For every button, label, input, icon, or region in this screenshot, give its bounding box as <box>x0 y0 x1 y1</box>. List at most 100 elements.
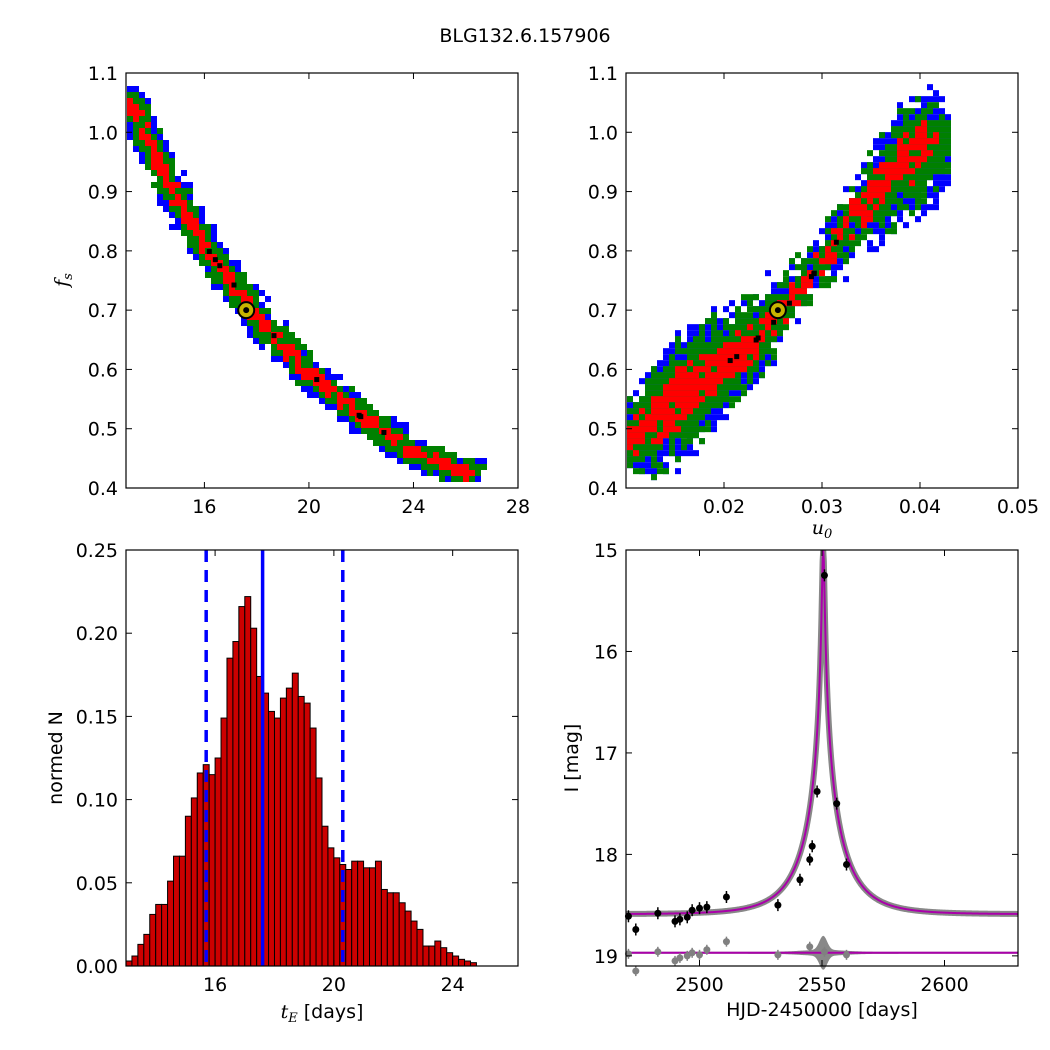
tl-2sigma-cell <box>175 188 181 194</box>
tr-2sigma-cell <box>735 306 741 313</box>
tr-2sigma-cell <box>765 330 771 337</box>
tr-3sigma-cell <box>759 366 765 373</box>
tr-2sigma-cell <box>933 162 939 169</box>
tr-2sigma-cell <box>645 402 651 409</box>
tr-3sigma-cell <box>753 378 759 385</box>
tr-2sigma-cell <box>837 252 843 259</box>
tl-1sigma-cell <box>259 314 265 320</box>
model-curve <box>625 549 1019 915</box>
tr-2sigma-cell <box>735 378 741 385</box>
tr-2sigma-cell <box>837 204 843 211</box>
tr-2sigma-cell <box>819 252 825 259</box>
br-xtick-label: 2500 <box>675 974 723 996</box>
tr-2sigma-cell <box>837 222 843 229</box>
tr-2sigma-cell <box>891 180 897 187</box>
tr-2sigma-cell <box>699 324 705 331</box>
tl-1sigma-cell <box>385 428 391 434</box>
tl-1sigma-cell <box>445 464 451 470</box>
tl-3sigma-cell <box>313 362 319 368</box>
tr-2sigma-cell <box>891 228 897 235</box>
tr-2sigma-cell <box>903 192 909 199</box>
tr-2sigma-cell <box>711 330 717 337</box>
tr-3sigma-cell <box>645 456 651 463</box>
tr-1sigma-cell <box>705 378 711 385</box>
tr-3sigma-cell <box>675 330 681 337</box>
tr-3sigma-cell <box>765 354 771 361</box>
tr-2sigma-cell <box>885 192 891 199</box>
tl-1sigma-cell <box>373 416 379 422</box>
tr-1sigma-cell <box>717 348 723 355</box>
bl-ytick-label: 0.10 <box>76 790 118 812</box>
histogram-bar <box>398 902 406 967</box>
tl-chain-cell <box>356 412 362 418</box>
tl-3sigma-cell <box>349 422 355 428</box>
tl-2sigma-cell <box>205 236 211 242</box>
tr-3sigma-cell <box>897 102 903 109</box>
tl-2sigma-cell <box>391 446 397 452</box>
tl-1sigma-cell <box>205 242 211 248</box>
tl-2sigma-cell <box>139 104 145 110</box>
tl-1sigma-cell <box>271 338 277 344</box>
tl-2sigma-cell <box>223 284 229 290</box>
tr-2sigma-cell <box>927 132 933 139</box>
tr-3sigma-cell <box>927 186 933 193</box>
tr-2sigma-cell <box>747 318 753 325</box>
tl-1sigma-cell <box>247 296 253 302</box>
data-point <box>808 842 816 850</box>
tr-2sigma-cell <box>657 390 663 397</box>
tl-2sigma-cell <box>331 380 337 386</box>
tr-3sigma-cell <box>813 246 819 253</box>
tr-3sigma-cell <box>921 96 927 103</box>
tl-3sigma-cell <box>283 362 289 368</box>
tl-2sigma-cell <box>145 152 151 158</box>
tr-2sigma-cell <box>837 216 843 223</box>
tr-ytick-label: 0.7 <box>588 300 618 322</box>
tr-2sigma-cell <box>705 348 711 355</box>
tr-1sigma-cell <box>627 432 633 439</box>
tr-1sigma-cell <box>795 300 801 307</box>
tl-1sigma-cell <box>169 200 175 206</box>
tr-1sigma-cell <box>879 186 885 193</box>
tr-2sigma-cell <box>939 114 945 121</box>
tl-ytick-label: 0.6 <box>88 359 118 381</box>
tr-1sigma-cell <box>711 384 717 391</box>
tr-1sigma-cell <box>705 360 711 367</box>
tr-3sigma-cell <box>681 450 687 457</box>
tr-3sigma-cell <box>891 120 897 127</box>
tl-2sigma-cell <box>385 422 391 428</box>
tl-2sigma-cell <box>175 212 181 218</box>
tr-2sigma-cell <box>927 144 933 151</box>
tl-2sigma-cell <box>181 230 187 236</box>
tl-ytick-label: 0.9 <box>88 182 118 204</box>
tl-3sigma-cell <box>181 170 187 176</box>
tr-1sigma-cell <box>669 408 675 415</box>
tr-ytick-label: 0.5 <box>588 419 618 441</box>
tl-2sigma-cell <box>355 422 361 428</box>
tr-3sigma-cell <box>945 156 951 163</box>
tr-2sigma-cell <box>693 336 699 343</box>
histogram-bar <box>273 717 281 967</box>
tr-2sigma-cell <box>747 372 753 379</box>
tr-1sigma-cell <box>663 408 669 415</box>
tr-2sigma-cell <box>639 468 645 475</box>
bl-ytick-label: 0.15 <box>76 706 118 728</box>
tl-3sigma-cell <box>169 212 175 218</box>
tl-1sigma-cell <box>277 344 283 350</box>
tl-2sigma-cell <box>367 434 373 440</box>
tl-1sigma-cell <box>361 422 367 428</box>
tl-1sigma-cell <box>337 404 343 410</box>
tr-3sigma-cell <box>921 102 927 109</box>
tl-1sigma-cell <box>145 140 151 146</box>
tl-1sigma-cell <box>175 194 181 200</box>
tr-1sigma-cell <box>663 420 669 427</box>
tr-2sigma-cell <box>777 318 783 325</box>
tr-2sigma-cell <box>795 252 801 259</box>
tl-2sigma-cell <box>133 140 139 146</box>
tl-3sigma-cell <box>337 416 343 422</box>
tr-2sigma-cell <box>837 240 843 247</box>
tl-2sigma-cell <box>421 446 427 452</box>
tr-chain-cell <box>808 274 814 280</box>
tr-1sigma-cell <box>807 282 813 289</box>
tl-1sigma-cell <box>187 218 193 224</box>
tr-1sigma-cell <box>735 330 741 337</box>
